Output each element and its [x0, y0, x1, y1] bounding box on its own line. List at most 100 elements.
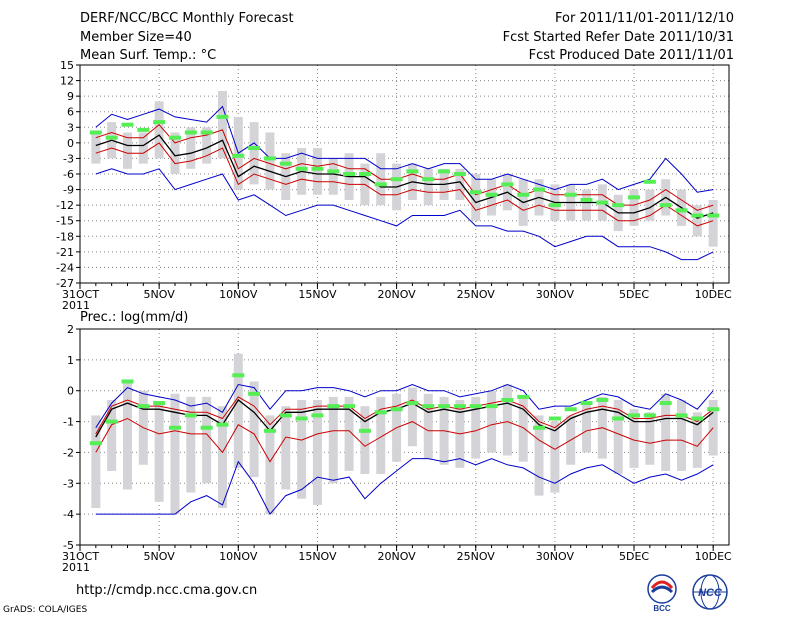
member-range-bar [217, 406, 227, 508]
member-range-bar [376, 396, 386, 475]
source-url[interactable]: http://cmdp.ncc.cma.gov.cn [76, 583, 258, 598]
y-tick-label: -15 [56, 215, 74, 228]
x-tick-label: 20NOV [377, 288, 416, 301]
member-range-bar [502, 384, 512, 456]
observation-marker [628, 413, 641, 418]
ncc-logo-icon: NCC [692, 574, 728, 610]
observation-marker [580, 197, 593, 202]
y-tick-label: -3 [63, 152, 74, 165]
observation-marker [580, 401, 593, 406]
observation-marker [279, 161, 292, 166]
observation-marker [263, 156, 276, 161]
observation-marker [501, 397, 514, 402]
observation-marker [612, 203, 625, 208]
x-tick-label: 15NOV [298, 288, 337, 301]
observation-marker [675, 413, 688, 418]
member-range-bar [344, 396, 354, 471]
member-range-bar [265, 132, 275, 190]
series-mean-line [95, 134, 714, 219]
series-minus-sd-line [95, 142, 714, 227]
y-tick-label: -1 [63, 416, 74, 429]
y-tick-label: 6 [67, 106, 74, 119]
member-range-bar [138, 132, 148, 164]
observation-marker [121, 122, 134, 127]
chart-title: DERF/NCC/BCC Monthly Forecast [80, 11, 294, 26]
variable-label: Mean Surf. Temp.: °C [80, 48, 217, 63]
x-tick-label: 10DEC [695, 288, 732, 301]
series-plus-sd-line [95, 396, 714, 435]
observation-marker [279, 413, 292, 418]
x-tick-label: 10DEC [695, 550, 732, 563]
observation-marker [358, 428, 371, 433]
member-range-bar [645, 189, 655, 221]
observation-marker [501, 182, 514, 187]
member-range-bar [645, 412, 655, 465]
member-range-bar [455, 168, 465, 200]
observation-marker [153, 120, 166, 125]
x-tick-label: 5NOV [144, 288, 176, 301]
observation-marker [438, 169, 451, 174]
observation-marker [248, 146, 261, 151]
y-tick-label: 2 [67, 323, 74, 336]
x-tick-label: 31OCT [62, 550, 99, 563]
y-tick-label: 15 [60, 59, 74, 72]
x-tick-label: 5DEC [619, 288, 649, 301]
bcc-logo-icon: BCC [647, 574, 677, 612]
observation-marker [137, 404, 150, 409]
series-minus-sd-line [95, 417, 714, 463]
member-range-bar [281, 406, 291, 490]
x-tick-label: 31OCT [62, 288, 99, 301]
observation-marker [327, 404, 340, 409]
observation-marker [89, 130, 102, 135]
observation-marker [327, 169, 340, 174]
x-tick-label: 30NOV [536, 550, 575, 563]
observation-marker [89, 441, 102, 446]
observation-marker [438, 404, 451, 409]
observation-marker [691, 213, 704, 218]
member-range-bar [249, 381, 259, 478]
observation-marker [406, 401, 419, 406]
observation-marker [612, 416, 625, 421]
observation-marker [564, 192, 577, 197]
y-tick-label: -3 [63, 477, 74, 490]
y-tick-label: -27 [56, 277, 74, 290]
forecast-start-date: Fcst Started Refer Date 2011/10/31 [502, 30, 734, 45]
member-range-bar [107, 399, 117, 471]
observation-marker [374, 410, 387, 415]
observation-marker [137, 127, 150, 132]
observation-marker [200, 130, 213, 135]
member-range-bar [312, 399, 322, 505]
member-range-bar [217, 90, 227, 159]
y-tick-label: -4 [63, 508, 74, 521]
observation-marker [628, 195, 641, 200]
observation-marker [422, 177, 435, 182]
logos: BCC NCC [647, 574, 728, 612]
x-tick-label: 2011 [62, 299, 90, 312]
plot-frame [79, 328, 730, 546]
svg-text:NCC: NCC [698, 587, 723, 599]
y-tick-label: -5 [63, 539, 74, 552]
observation-marker [596, 397, 609, 402]
observation-marker [374, 182, 387, 187]
member-range-bar [202, 127, 212, 164]
y-tick-label: -2 [63, 446, 74, 459]
series-min-line [95, 458, 714, 515]
observation-marker [469, 404, 482, 409]
member-range-bar [423, 168, 433, 206]
member-range-bar [677, 399, 687, 471]
member-range-bar [518, 396, 528, 462]
observation-marker [453, 404, 466, 409]
observation-marker [390, 407, 403, 412]
member-range-bar [122, 132, 132, 169]
x-tick-label: 10NOV [219, 288, 258, 301]
member-range-bar [360, 406, 370, 475]
x-tick-label: 5DEC [619, 550, 649, 563]
member-range-bar [550, 421, 560, 493]
y-tick-label: -18 [56, 230, 74, 243]
forecast-period: For 2011/11/01-2011/12/10 [555, 11, 734, 26]
observation-marker [263, 428, 276, 433]
observation-marker [517, 192, 530, 197]
observation-marker [548, 203, 561, 208]
observation-marker [707, 407, 720, 412]
